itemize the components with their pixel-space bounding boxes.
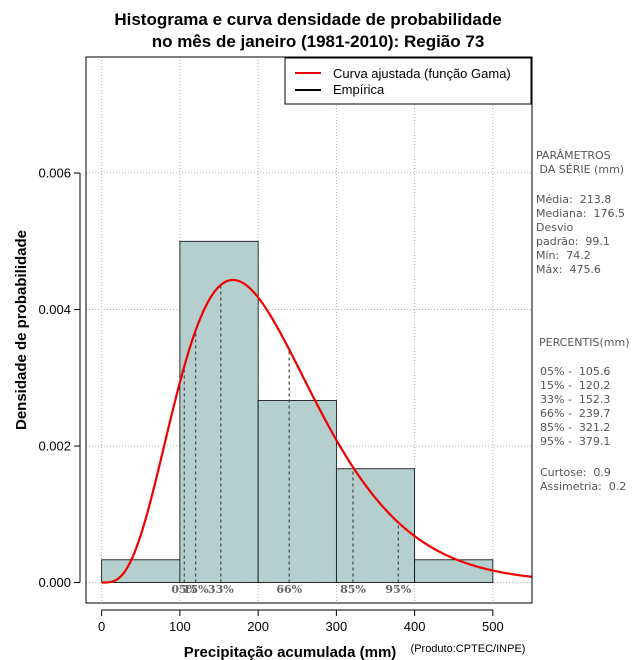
histogram-bar [414,559,494,583]
percentile-label: 15% [183,583,209,596]
legend: Curva ajustada (função Gama) Empírica [284,57,532,105]
y-tick-label: 0.002 [38,439,71,454]
x-tick-label: 0 [98,619,105,634]
histogram-bar [179,240,259,583]
x-tick-label: 100 [169,619,191,634]
y-tick-label: 0.004 [38,302,71,317]
percentile-label: 66% [276,583,302,596]
x-tick-label: 300 [326,619,348,634]
x-tick-label: 200 [247,619,269,634]
histogram-bar [101,559,181,583]
legend-label-empirical: Empírica [333,82,385,97]
y-axis: 0.000 0.002 0.004 0.006 [38,166,81,590]
legend-box [284,57,532,105]
percentile-label: 33% [208,583,234,596]
gamma-fitted-curve [101,278,533,584]
y-axis-title: Densidade de probabilidade [13,230,30,430]
percentile-label: 05% [171,583,197,596]
x-axis: 0 100 200 300 400 500 [98,609,504,634]
plot-frame [85,56,533,604]
x-tick-label: 500 [482,619,504,634]
percentile-label: 95% [385,583,411,596]
params-values: Média: 213.8 Mediana: 176.5 Desvio padrã… [536,193,625,276]
percentile-lines: 05%15% 33% 66% 85% 95% [171,284,412,596]
params-heading: PARÂMETROS DA SÉRIE (mm) [536,149,625,176]
y-tick-label: 0.000 [38,575,71,590]
x-tick-label: 400 [404,619,426,634]
histogram-bar [257,400,337,583]
chart-title-line-2: no mês de janeiro (1981-2010): Região 73 [152,32,485,51]
chart-title-line-1: Histograma e curva densidade de probabil… [114,10,501,29]
y-tick-label: 0.006 [38,166,71,181]
histogram-bars [101,240,494,583]
x-axis-title: Precipitação acumulada (mm) [184,644,397,660]
percentis-values: 05% - 105.6 15% - 120.2 33% - 152.3 66% … [540,365,611,448]
legend-label-curve: Curva ajustada (função Gama) [333,66,511,81]
credit-label: (Produto:CPTEC/INPE) [411,643,526,655]
stats-values: Curtose: 0.9 Assimetria: 0.2 [540,466,627,493]
percentile-label: 85% [340,583,366,596]
percentis-heading: PERCENTIS(mm) [532,336,630,349]
